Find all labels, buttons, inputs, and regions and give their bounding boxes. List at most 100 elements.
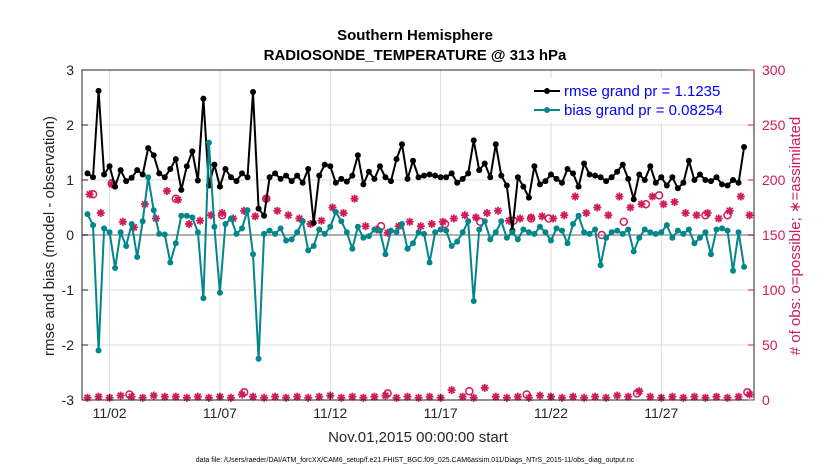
obs-assimilated-point: [284, 211, 293, 220]
rmse-point: [553, 175, 560, 182]
rmse-point: [128, 174, 135, 181]
bias-point: [575, 212, 582, 219]
rmse-point: [266, 174, 273, 181]
obs-assimilated-point: [690, 392, 699, 401]
bias-point: [261, 230, 268, 237]
obs-assimilated-point: [679, 393, 688, 402]
bias-point: [156, 230, 163, 237]
bias-point: [603, 234, 610, 241]
bias-point: [547, 237, 554, 244]
bias-point: [117, 229, 124, 236]
rmse-point: [570, 170, 577, 177]
rmse-point: [685, 157, 692, 164]
obs-possible-point: [619, 217, 629, 227]
obs-assimilated-point: [282, 393, 291, 402]
bias-point: [448, 243, 455, 249]
bias-point: [371, 226, 378, 233]
rmse-point: [299, 179, 306, 186]
rmse-point: [255, 205, 262, 212]
y-tick-label-left: 3: [66, 62, 74, 78]
obs-assimilated-point: [447, 386, 456, 395]
obs-assimilated-point: [171, 392, 180, 401]
right-axis-ticks: 0 50 100 150 200 250 300: [748, 62, 786, 408]
legend-rmse-label: rmse grand pr = 1.1235: [564, 83, 720, 100]
legend-bias-marker: [544, 107, 550, 113]
obs-assimilated-point: [149, 391, 158, 400]
bias-point: [354, 223, 361, 230]
obs-assimilated-point: [670, 198, 679, 206]
obs-assimilated-point: [734, 392, 743, 401]
obs-assimilated-point: [204, 393, 213, 402]
bias-point: [288, 236, 295, 243]
bias-point: [305, 247, 312, 254]
bias-point: [542, 229, 549, 236]
bias-point: [112, 265, 119, 271]
bias-point: [680, 230, 687, 237]
obs-assimilated-point: [304, 393, 313, 402]
bias-point: [741, 263, 748, 270]
y-tick-label-right: 150: [762, 227, 786, 243]
rmse-point: [619, 161, 626, 168]
rmse-point: [272, 170, 279, 177]
bias-point: [470, 298, 477, 304]
rmse-point: [647, 163, 654, 170]
rmse-point: [492, 141, 499, 148]
bias-point: [250, 251, 257, 258]
bias-point: [570, 221, 577, 227]
bias-point: [393, 229, 400, 236]
rmse-point: [719, 181, 725, 188]
y-tick-label-right: 50: [762, 337, 778, 353]
bias-point: [459, 229, 466, 236]
obs-assimilated-point: [580, 393, 589, 402]
obs-assimilated-point: [196, 216, 205, 225]
rmse-point: [321, 161, 328, 168]
rmse-point: [338, 175, 345, 182]
obs-assimilated-point: [193, 392, 202, 401]
rmse-point: [448, 170, 455, 177]
bias-point: [663, 222, 670, 229]
obs-assimilated-point: [615, 192, 624, 201]
obs-assimilated-point: [127, 392, 136, 401]
rmse-point: [730, 177, 737, 183]
obs-assimilated-point: [315, 392, 324, 401]
rmse-point: [294, 172, 301, 179]
obs-assimilated-point: [449, 214, 458, 223]
obs-assimilated-point: [524, 393, 533, 402]
obs-assimilated-point: [273, 206, 282, 215]
x-tick-label: 11/22: [534, 405, 568, 421]
rmse-point: [145, 145, 152, 152]
obs-assimilated-point: [516, 214, 525, 223]
bias-point: [586, 230, 593, 237]
rmse-point: [454, 179, 461, 186]
obs-assimilated-point: [502, 393, 511, 402]
bias-point: [564, 240, 571, 247]
bias-point: [619, 230, 626, 237]
rmse-point: [476, 167, 483, 174]
obs-count-markers: [83, 179, 754, 402]
bias-point: [90, 222, 97, 229]
obs-assimilated-point: [535, 391, 544, 400]
bias-point: [669, 234, 676, 241]
obs-assimilated-point: [403, 392, 412, 401]
bias-point: [735, 229, 742, 236]
rmse-point: [387, 178, 394, 185]
bias-point: [382, 251, 389, 258]
rmse-point: [487, 174, 494, 181]
rmse-point: [564, 166, 571, 172]
y-tick-label-right: 0: [762, 392, 770, 408]
rmse-point: [134, 167, 141, 174]
bias-point: [415, 229, 422, 236]
rmse-point: [112, 183, 119, 190]
bias-point: [614, 227, 621, 234]
rmse-point: [365, 168, 372, 175]
obs-assimilated-point: [745, 390, 754, 399]
rmse-point: [608, 174, 615, 181]
rmse-point: [316, 172, 323, 179]
obs-assimilated-point: [405, 217, 414, 226]
bias-point: [349, 245, 356, 252]
obs-assimilated-point: [251, 212, 260, 221]
rmse-point: [432, 172, 439, 179]
y-tick-label-right: 100: [762, 282, 786, 298]
rmse-point: [630, 196, 637, 203]
rmse-point: [194, 177, 201, 184]
